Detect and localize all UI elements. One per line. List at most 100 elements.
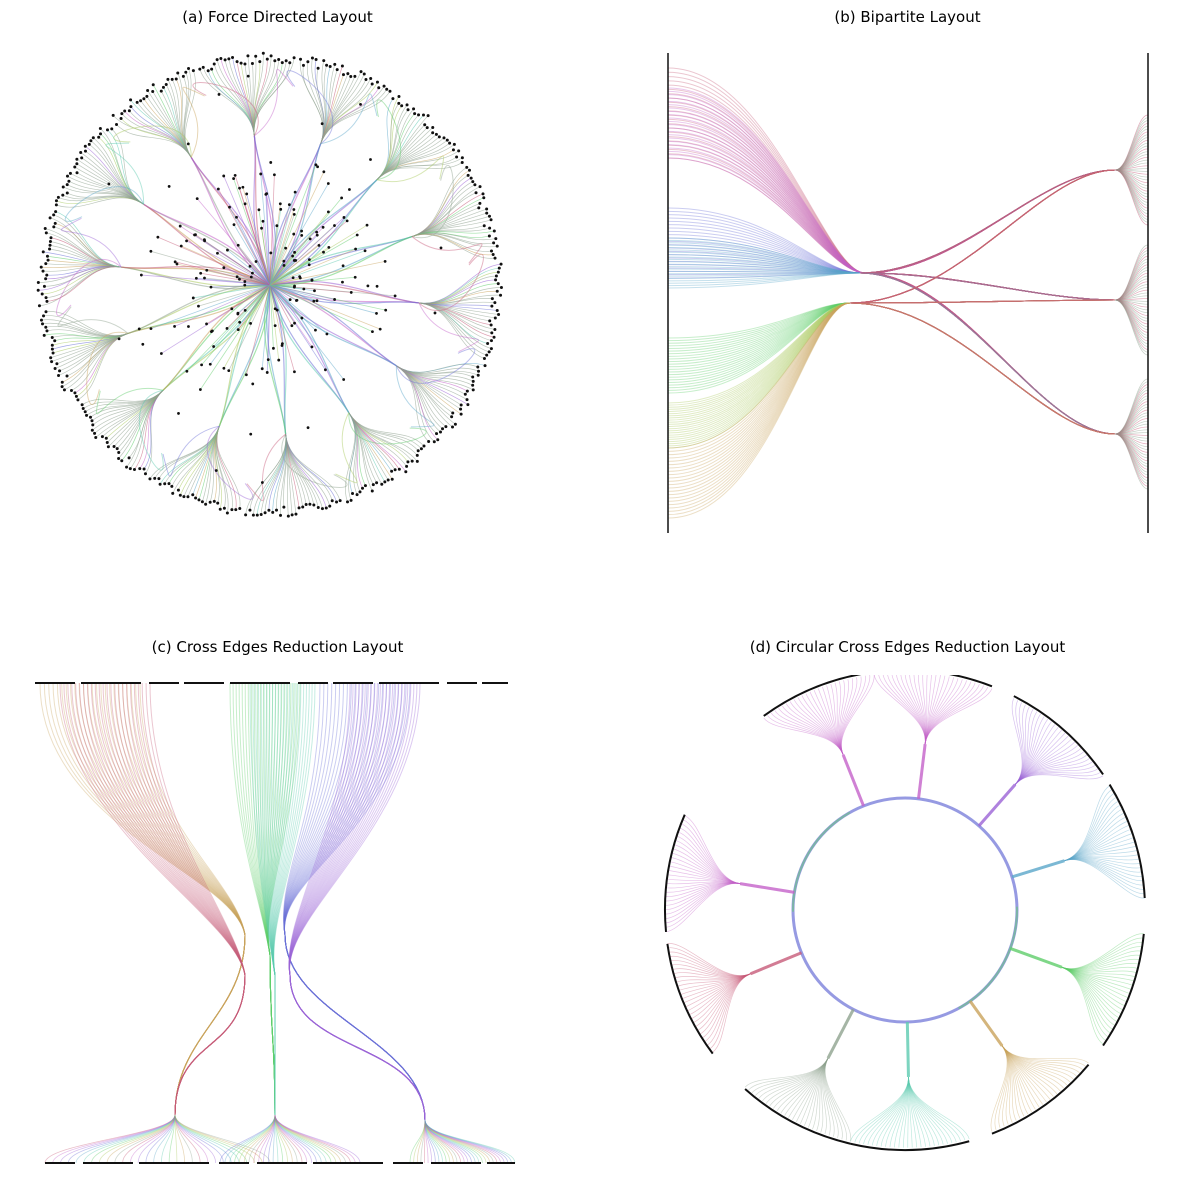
node [36,280,40,284]
edge [667,302,851,496]
edge [808,1058,829,1128]
edge [687,973,751,1012]
edge [395,348,476,384]
edge [822,1058,829,1135]
edge [849,299,1116,304]
edge [849,302,1116,435]
node [171,491,175,495]
edge [896,675,926,745]
edge [418,302,490,353]
edge [274,1114,303,1164]
edge [859,169,1116,274]
edge [274,1114,332,1164]
edge [174,974,246,1116]
edge [269,954,276,1116]
node [487,350,491,354]
node [452,142,456,146]
node [413,112,417,116]
edge [201,284,271,366]
edge [289,974,426,1121]
edge [263,1114,276,1164]
node [37,304,41,308]
edge [284,934,426,1121]
node [292,232,296,236]
node [170,77,174,81]
edge [767,715,844,755]
node [200,500,204,504]
edge [286,70,334,145]
node [304,502,308,506]
edge [864,169,1116,274]
edge [283,682,337,936]
edge [667,260,861,274]
edge [864,272,1116,301]
edge [823,1058,835,1137]
edge [285,434,323,509]
edge [908,1076,944,1145]
node [345,219,349,223]
node [284,59,288,63]
edge [263,682,271,956]
edge [667,272,861,275]
node [44,277,48,281]
node [216,501,220,505]
edge [684,815,741,885]
edge [849,299,1116,304]
node [259,172,263,176]
node [48,239,52,243]
node [495,308,499,312]
node [293,321,296,325]
node [231,55,235,59]
node [179,244,183,248]
edge [71,682,246,976]
edge [289,682,415,976]
node [282,259,286,263]
edge [206,425,254,500]
node [478,185,482,189]
edge [254,57,295,136]
edge [269,192,296,286]
edge [424,1119,480,1164]
edge [255,682,276,976]
node [249,275,253,279]
edge [1001,1045,1071,1083]
edge [270,682,276,976]
edge [864,169,1116,274]
edge [667,131,866,274]
node [173,324,176,328]
edge [267,682,298,956]
node [80,403,84,407]
node [41,269,45,273]
edge [288,682,375,976]
node [300,229,303,233]
node [457,149,461,153]
edge [1064,785,1110,861]
edge [667,100,866,274]
node [176,71,180,75]
edge [284,934,426,1121]
node [73,391,77,395]
node [238,320,242,324]
edge [679,827,741,885]
node [261,51,265,55]
node [307,263,311,267]
edge [849,169,1116,304]
node [198,388,202,391]
edge [864,169,1116,274]
edge [667,302,851,452]
node [474,191,478,195]
edge [174,1114,224,1164]
edge [894,1076,909,1148]
edge [224,1114,276,1164]
node [129,105,133,109]
edge [133,682,246,976]
edge [667,302,851,506]
edge [849,169,1116,304]
node [53,367,57,371]
edge [267,682,286,956]
edge [671,852,741,885]
edge [849,302,1116,435]
edge [824,1058,847,1141]
edge [267,1114,276,1164]
edge [924,675,946,745]
